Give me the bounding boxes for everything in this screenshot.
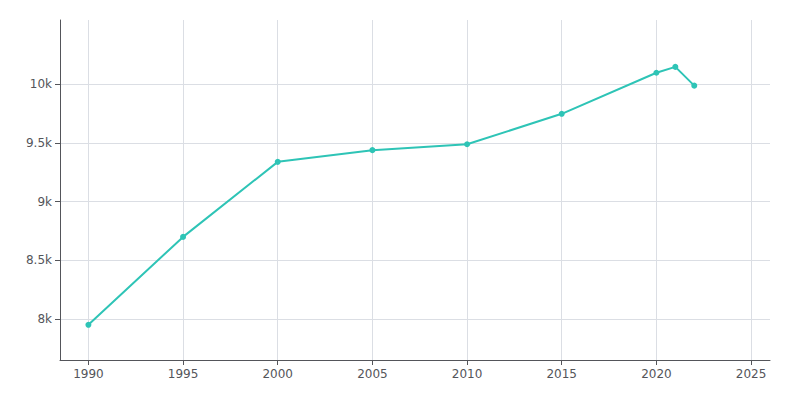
svg-text:2015: 2015 <box>546 367 577 381</box>
svg-text:8k: 8k <box>37 312 52 326</box>
svg-text:2020: 2020 <box>641 367 672 381</box>
svg-text:9k: 9k <box>37 195 52 209</box>
svg-text:2025: 2025 <box>736 367 767 381</box>
svg-text:2000: 2000 <box>262 367 293 381</box>
svg-text:1990: 1990 <box>73 367 104 381</box>
svg-text:2005: 2005 <box>357 367 388 381</box>
svg-text:8.5k: 8.5k <box>26 253 52 267</box>
svg-text:9.5k: 9.5k <box>26 136 52 150</box>
svg-text:1995: 1995 <box>168 367 199 381</box>
svg-text:10k: 10k <box>30 77 52 91</box>
svg-text:2010: 2010 <box>452 367 483 381</box>
